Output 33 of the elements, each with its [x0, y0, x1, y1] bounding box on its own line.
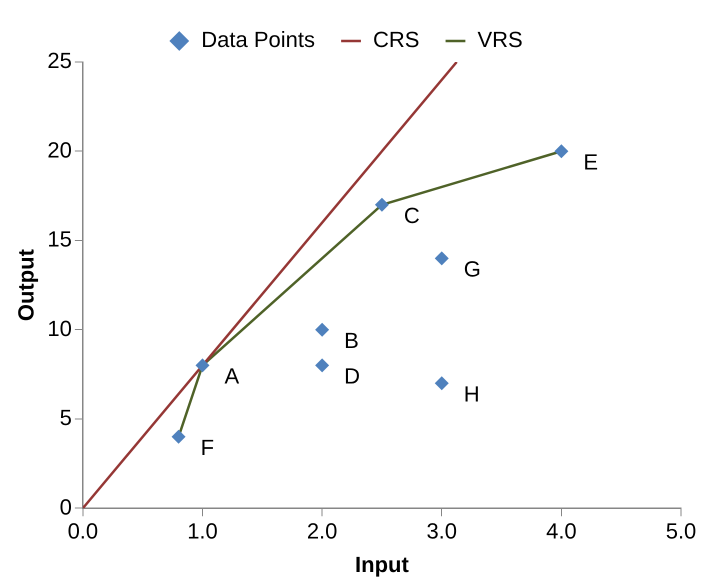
y-tick-label: 15	[47, 226, 72, 252]
x-tick-label: 2.0	[306, 518, 338, 544]
point	[554, 144, 568, 158]
annotation: A	[224, 363, 240, 388]
y-tick-label: 10	[47, 316, 72, 341]
x-tick-label: 1.0	[187, 518, 218, 544]
point	[172, 430, 186, 444]
legend-label: Data Points	[201, 27, 316, 52]
point	[315, 358, 330, 372]
annotation: C	[404, 202, 420, 228]
x-tick-label: 3.0	[426, 518, 458, 544]
y-tick-label: 0	[60, 494, 72, 520]
annotation: H	[464, 381, 480, 406]
x-tick-label: 5.0	[666, 518, 696, 544]
x-tick-label: 0.0	[68, 518, 98, 544]
y-tick-label: 25	[47, 48, 72, 74]
legend-label: CRS	[373, 27, 420, 52]
y-axis-title: Output	[13, 248, 38, 322]
x-tick-label: 4.0	[546, 518, 577, 544]
y-tick-label: 5	[60, 405, 72, 430]
point	[434, 376, 449, 390]
point	[315, 322, 330, 337]
point	[434, 251, 449, 266]
annotation: F	[200, 434, 214, 460]
point	[195, 358, 210, 372]
legend-label: VRS	[477, 27, 523, 52]
y-tick-label: 20	[47, 137, 72, 162]
point	[374, 198, 389, 212]
annotation: B	[344, 328, 359, 353]
annotation: E	[583, 149, 598, 174]
annotation: G	[464, 256, 481, 282]
x-axis-title: Input	[355, 552, 410, 577]
annotation: D	[344, 363, 360, 388]
